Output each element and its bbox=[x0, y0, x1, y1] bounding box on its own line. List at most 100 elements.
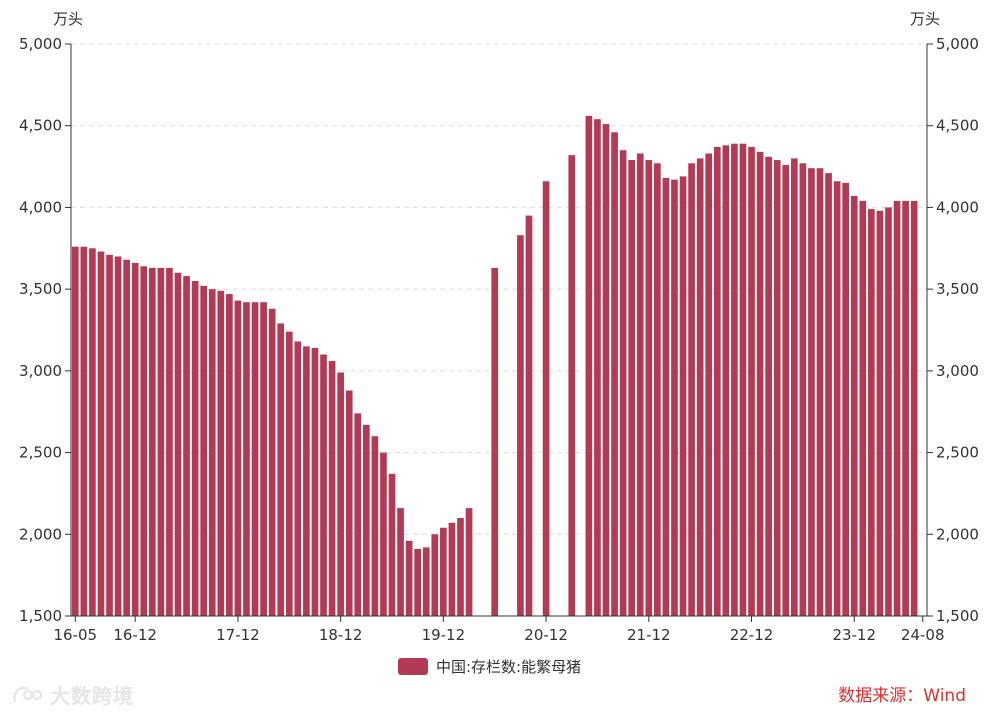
right-y-tick-label: 5,000 bbox=[936, 35, 979, 53]
bar bbox=[354, 413, 362, 616]
left-y-tick-label: 4,000 bbox=[19, 198, 62, 216]
bar bbox=[414, 548, 422, 616]
bar bbox=[217, 290, 225, 616]
bar bbox=[662, 178, 670, 617]
bar bbox=[328, 361, 336, 616]
bar bbox=[517, 235, 524, 616]
bar bbox=[679, 176, 687, 616]
right-y-tick-label: 3,000 bbox=[936, 362, 979, 380]
x-tick-label: 19-12 bbox=[422, 626, 466, 644]
right-y-tick-label: 2,500 bbox=[936, 444, 979, 462]
bar bbox=[636, 153, 644, 617]
bar bbox=[388, 473, 396, 616]
bar bbox=[671, 179, 678, 616]
x-tick-label: 22-12 bbox=[730, 626, 774, 644]
bar bbox=[833, 181, 841, 616]
bar bbox=[397, 508, 404, 616]
bar bbox=[731, 143, 738, 617]
x-tick-label: 24-08 bbox=[901, 626, 945, 644]
bar bbox=[756, 151, 764, 616]
left-y-tick-label: 2,500 bbox=[19, 444, 62, 462]
bar bbox=[131, 262, 139, 616]
bar bbox=[380, 452, 387, 616]
bar bbox=[448, 522, 456, 616]
bar bbox=[294, 341, 302, 616]
bar bbox=[696, 158, 704, 616]
right-y-tick-label: 1,500 bbox=[936, 607, 979, 625]
bar bbox=[183, 276, 190, 616]
bar bbox=[825, 173, 832, 616]
right-y-tick-label: 4,000 bbox=[936, 198, 979, 216]
bar bbox=[611, 132, 618, 616]
bar bbox=[722, 145, 730, 616]
bar bbox=[585, 115, 593, 616]
bar bbox=[97, 251, 105, 616]
left-y-tick-label: 5,000 bbox=[19, 35, 62, 53]
bar bbox=[243, 302, 250, 616]
bar bbox=[808, 168, 815, 616]
right-y-tick-label: 4,500 bbox=[936, 117, 979, 135]
bar bbox=[542, 181, 550, 616]
bar bbox=[910, 200, 918, 617]
right-unit-label: 万头 bbox=[910, 10, 940, 28]
left-y-tick-label: 4,500 bbox=[19, 117, 62, 135]
gridlines bbox=[71, 43, 927, 535]
bar bbox=[842, 182, 850, 616]
left-y-tick-label: 2,000 bbox=[19, 525, 62, 543]
bar bbox=[303, 346, 310, 616]
x-tick-label: 16-12 bbox=[113, 626, 157, 644]
bar bbox=[748, 146, 755, 616]
legend[interactable]: 中国:存栏数:能繁母猪 bbox=[398, 655, 581, 677]
bar-series bbox=[71, 115, 918, 617]
bar bbox=[688, 163, 695, 616]
bar bbox=[89, 248, 96, 617]
bar bbox=[174, 272, 182, 616]
bar bbox=[893, 200, 901, 617]
bar bbox=[311, 347, 319, 616]
x-tick-label: 18-12 bbox=[319, 626, 363, 644]
bar bbox=[166, 267, 173, 616]
bar bbox=[850, 195, 858, 616]
bar bbox=[106, 254, 113, 616]
bar bbox=[773, 160, 781, 616]
bar bbox=[157, 267, 165, 616]
left-y-tick-label: 3,000 bbox=[19, 362, 62, 380]
bar bbox=[285, 331, 293, 616]
left-y-tick-label: 1,500 bbox=[19, 607, 62, 625]
bar bbox=[277, 323, 285, 616]
bar bbox=[465, 508, 473, 616]
bar bbox=[226, 294, 233, 616]
bar bbox=[320, 354, 327, 616]
watermark: 大数跨境 bbox=[12, 680, 134, 709]
bar bbox=[602, 124, 610, 616]
axes: 1,500 1,500 2,000 2,000 2,500 2,500 3,000 3,000… bbox=[19, 35, 979, 644]
bar bbox=[645, 160, 653, 616]
bar bbox=[268, 308, 276, 616]
watermark-logo-icon bbox=[13, 686, 43, 702]
bar bbox=[114, 256, 122, 616]
bar bbox=[208, 289, 216, 616]
bar bbox=[80, 246, 88, 616]
bar bbox=[713, 146, 721, 616]
bar bbox=[568, 155, 576, 617]
bar bbox=[371, 436, 379, 616]
bar bbox=[816, 168, 824, 616]
bar bbox=[440, 527, 447, 616]
bar bbox=[345, 390, 353, 616]
bar bbox=[799, 163, 807, 616]
bar bbox=[251, 302, 259, 616]
bar bbox=[140, 266, 148, 616]
bar bbox=[362, 424, 370, 616]
bar bbox=[422, 547, 430, 616]
bar bbox=[885, 207, 892, 616]
bar bbox=[594, 119, 601, 617]
bar bbox=[405, 540, 413, 616]
bar bbox=[431, 534, 439, 616]
bar bbox=[876, 210, 884, 616]
bar bbox=[765, 156, 772, 616]
left-unit-label: 万头 bbox=[53, 10, 83, 28]
bar bbox=[654, 163, 661, 616]
legend-swatch bbox=[398, 657, 428, 675]
x-tick-label: 16-05 bbox=[53, 626, 97, 644]
